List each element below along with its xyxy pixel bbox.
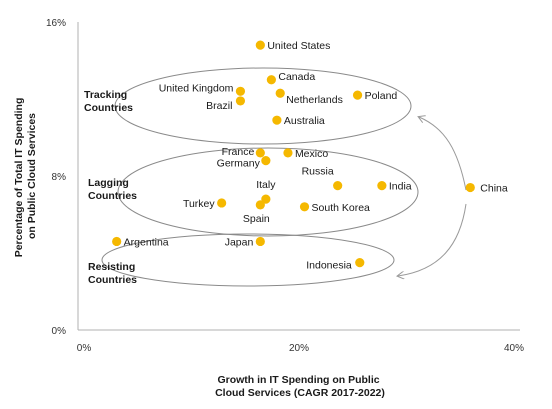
point-label-indonesia: Indonesia xyxy=(306,260,352,272)
point-label-canada: Canada xyxy=(278,71,315,83)
point-spain xyxy=(255,200,265,210)
point-label-turkey: Turkey xyxy=(183,198,215,210)
x-tick-labels: 0% 20% 40% xyxy=(77,343,524,354)
y-tick-label: 16% xyxy=(46,18,66,29)
point-south-korea xyxy=(299,202,310,212)
point-label-italy: Italy xyxy=(256,179,276,191)
point-canada xyxy=(266,75,276,85)
point-brazil xyxy=(235,96,246,106)
point-label-australia: Australia xyxy=(284,115,325,127)
point-label-germany: Germany xyxy=(217,158,261,170)
point-label-japan: Japan xyxy=(225,236,254,248)
point-poland xyxy=(352,90,363,100)
point-label-poland: Poland xyxy=(365,90,398,102)
point-label-russia: Russia xyxy=(302,166,334,178)
point-label-united-states: United States xyxy=(267,40,330,52)
y-axis-title: Percentage of Total IT Spending on Publi… xyxy=(13,95,38,258)
data-points: United States Canada United Kingdom Netherl… xyxy=(112,40,508,272)
china-arrow-up xyxy=(419,117,467,191)
y-tick-label: 0% xyxy=(52,326,67,337)
point-label-spain: Spain xyxy=(243,213,270,225)
y-tick-label: 8% xyxy=(52,172,67,183)
x-axis-title: Growth in IT Spending on Public Cloud Se… xyxy=(215,374,385,399)
point-turkey xyxy=(217,198,227,208)
point-india xyxy=(377,181,387,191)
point-label-france: France xyxy=(222,146,255,158)
point-italy xyxy=(261,194,271,204)
point-russia xyxy=(333,181,343,191)
x-tick-label: 0% xyxy=(77,343,92,354)
point-label-united-kingdom: United Kingdom xyxy=(159,82,234,94)
group-label-resisting: Resisting Countries xyxy=(88,261,138,286)
point-indonesia xyxy=(355,258,365,268)
resisting-ellipse xyxy=(101,233,395,287)
point-australia xyxy=(272,115,282,125)
point-japan xyxy=(255,236,265,247)
point-label-south-korea: South Korea xyxy=(312,202,371,214)
point-label-netherlands: Netherlands xyxy=(286,94,343,106)
point-label-brazil: Brazil xyxy=(206,100,232,112)
point-germany xyxy=(261,156,271,166)
china-arrow-down xyxy=(398,203,467,276)
y-tick-labels: 0% 8% 16% xyxy=(46,18,66,337)
group-label-tracking: Tracking Countries xyxy=(84,89,133,114)
point-united-kingdom xyxy=(235,86,246,96)
x-tick-label: 40% xyxy=(504,343,524,354)
point-china xyxy=(465,182,475,193)
point-mexico xyxy=(283,148,293,158)
point-label-argentina: Argentina xyxy=(124,236,169,248)
group-label-lagging: Lagging Countries xyxy=(88,177,137,202)
point-label-india: India xyxy=(389,181,412,193)
tracking-ellipse xyxy=(114,67,412,145)
point-france xyxy=(255,148,265,158)
point-label-mexico: Mexico xyxy=(295,148,328,160)
point-label-china: China xyxy=(480,183,508,195)
x-tick-label: 20% xyxy=(289,343,309,354)
point-united-states xyxy=(255,40,265,50)
point-netherlands xyxy=(275,88,285,98)
point-argentina xyxy=(112,236,122,247)
lagging-ellipse xyxy=(117,147,419,237)
